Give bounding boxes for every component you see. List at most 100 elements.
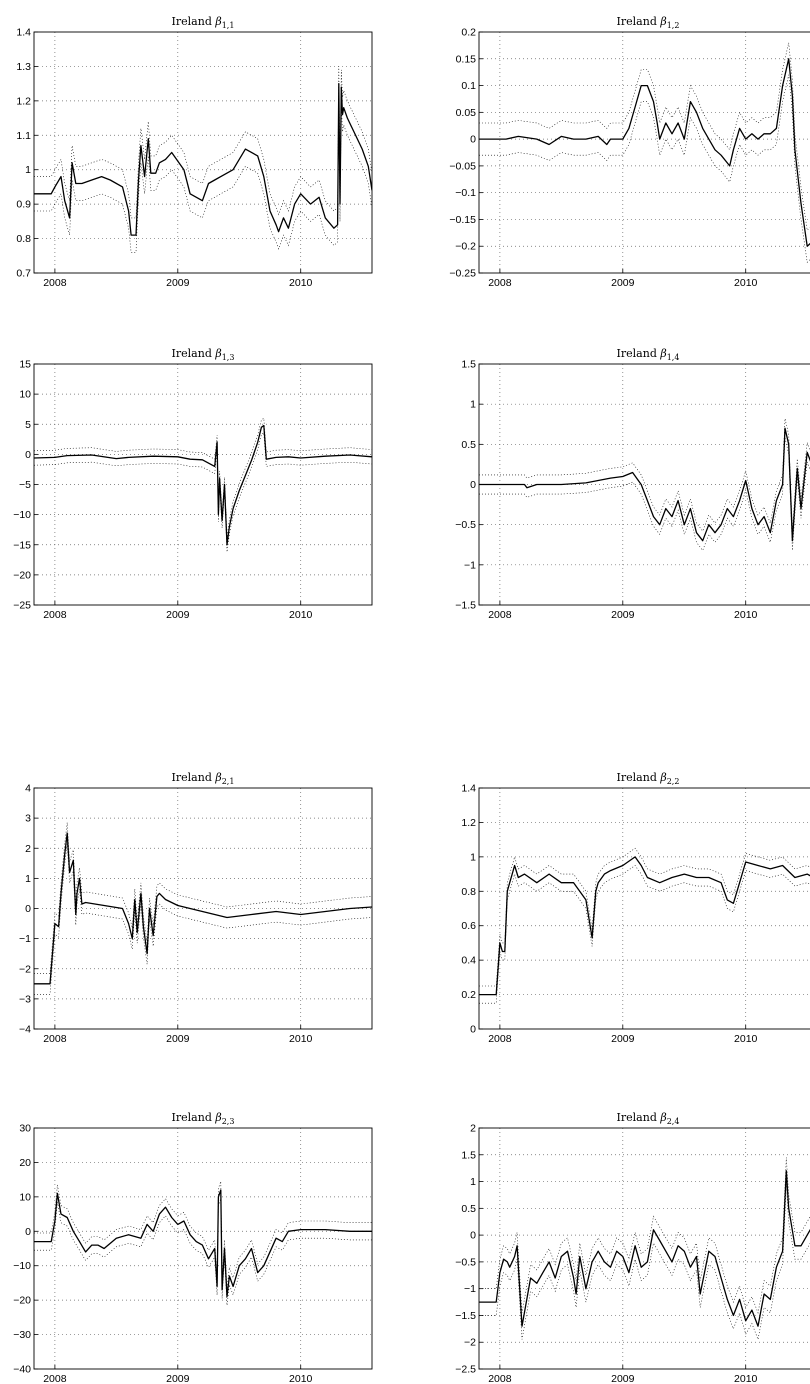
panel-title-text: Ireland xyxy=(172,347,216,360)
x-tick-label: 2008 xyxy=(488,1373,512,1384)
y-tick-label: 30 xyxy=(19,1123,31,1135)
y-tick-label: 0.8 xyxy=(461,886,476,898)
estimate-line xyxy=(479,427,810,542)
panel-beta-1-3: −25 −20 −15 −10 −5 0 5 10 15 2008 2009 2010 Ireland … xyxy=(13,347,373,621)
panel-title-subscript: 2,1 xyxy=(222,777,235,786)
x-tick-label: 2010 xyxy=(289,1033,313,1045)
y-tick-label: 2 xyxy=(25,843,31,855)
panel-beta-1-1: 0.7 0.8 0.9 1 1.1 1.2 1.3 1.4 2008 2009 2010 Irelan… xyxy=(16,15,373,289)
y-tick-label: −1 xyxy=(464,559,476,571)
y-tick-label: 0.2 xyxy=(461,989,476,1001)
y-tick-label: −30 xyxy=(13,1329,31,1341)
estimate-line xyxy=(34,1189,372,1298)
y-tick-label: 0.1 xyxy=(461,80,476,92)
y-tick-label: 0.2 xyxy=(461,27,476,39)
y-tick-label: 1 xyxy=(25,164,31,176)
y-tick-label: −25 xyxy=(13,600,31,612)
y-tick-label: 0 xyxy=(25,903,31,915)
y-tick-label: −0.2 xyxy=(455,241,476,253)
y-tick-label: −5 xyxy=(19,479,31,491)
x-tick-label: 2009 xyxy=(611,1033,635,1045)
panel-title: Ireland β1,4 xyxy=(617,347,680,362)
estimate-line xyxy=(479,856,810,996)
y-tick-label: −10 xyxy=(13,1260,31,1272)
x-tick-label: 2009 xyxy=(166,277,190,289)
upper-band-line xyxy=(34,417,372,538)
x-tick-label: 2008 xyxy=(43,1373,67,1384)
panel-title-subscript: 1,3 xyxy=(222,353,235,362)
y-tick-label: 0.05 xyxy=(456,107,477,119)
panel-title-text: Ireland xyxy=(617,15,661,28)
panel-title: Ireland β1,3 xyxy=(172,347,235,362)
y-tick-label: 1 xyxy=(470,851,476,863)
y-tick-label: 1.5 xyxy=(461,1149,476,1161)
y-tick-label: −0.5 xyxy=(455,519,476,531)
y-tick-label: 0.5 xyxy=(461,1203,476,1215)
panel-beta-2-3: −40 −30 −20 −10 0 10 20 30 2008 2009 2010 Ireland β… xyxy=(13,1111,373,1384)
panel-title-text: Ireland xyxy=(172,771,216,784)
x-tick-label: 2009 xyxy=(611,1373,635,1384)
series-group xyxy=(34,1181,372,1306)
estimate-line xyxy=(34,424,372,546)
panel-title-subscript: 1,1 xyxy=(222,21,235,30)
plot-frame xyxy=(33,1127,373,1370)
y-tick-label: −10 xyxy=(13,509,31,521)
y-tick-label: 1 xyxy=(470,1176,476,1188)
y-tick-label: −15 xyxy=(13,539,31,551)
plot-frame xyxy=(478,1127,810,1370)
lower-band-line xyxy=(34,1198,372,1306)
lower-band-line xyxy=(479,74,810,263)
x-tick-label: 2008 xyxy=(488,1033,512,1045)
panel-title-symbol: β xyxy=(214,771,221,784)
y-tick-label: 0.9 xyxy=(16,199,31,211)
y-tick-label: −3 xyxy=(19,993,31,1005)
x-tick-label: 2010 xyxy=(734,609,758,621)
lower-band-line xyxy=(479,1184,810,1341)
y-tick-label: 15 xyxy=(19,359,31,371)
y-tick-label: 1.4 xyxy=(16,27,31,39)
panel-title-text: Ireland xyxy=(617,771,661,784)
plot-frame xyxy=(33,363,373,606)
y-tick-label: 1.4 xyxy=(461,783,476,795)
upper-band-line xyxy=(479,418,810,532)
panel-title: Ireland β2,4 xyxy=(617,1111,680,1126)
series-group xyxy=(34,417,372,553)
panel-title-subscript: 1,2 xyxy=(667,21,680,30)
lower-band-line xyxy=(479,437,810,552)
panel-title: Ireland β2,3 xyxy=(172,1111,235,1126)
y-tick-label: 0 xyxy=(470,1230,476,1242)
panel-title-subscript: 2,4 xyxy=(667,1117,680,1126)
upper-band-line xyxy=(479,847,810,987)
panel-title-symbol: β xyxy=(214,15,221,28)
x-tick-label: 2009 xyxy=(611,609,635,621)
panel-beta-2-2: 0 0.2 0.4 0.6 0.8 1 1.2 1.4 2008 2009 2010 Ireland … xyxy=(461,771,810,1045)
x-tick-label: 2008 xyxy=(43,277,67,289)
y-tick-label: −0.25 xyxy=(449,268,476,280)
estimate-line xyxy=(479,58,810,247)
panel-title-text: Ireland xyxy=(617,1111,661,1124)
series-group xyxy=(479,1157,810,1341)
panel-title: Ireland β2,2 xyxy=(617,771,680,786)
x-tick-label: 2009 xyxy=(166,609,190,621)
y-tick-label: 0.15 xyxy=(456,53,477,65)
x-tick-label: 2009 xyxy=(166,1033,190,1045)
x-tick-label: 2009 xyxy=(611,277,635,289)
y-tick-label: 0.5 xyxy=(461,439,476,451)
y-tick-label: −0.15 xyxy=(449,214,476,226)
y-tick-label: 5 xyxy=(25,419,31,431)
y-tick-label: −40 xyxy=(13,1364,31,1376)
x-tick-label: 2010 xyxy=(734,1373,758,1384)
panel-title: Ireland β1,1 xyxy=(172,15,235,30)
y-tick-label: −20 xyxy=(13,569,31,581)
y-tick-label: −0.1 xyxy=(455,187,476,199)
y-tick-label: 0 xyxy=(470,479,476,491)
panel-title-subscript: 2,3 xyxy=(222,1117,235,1126)
y-tick-label: 0 xyxy=(25,1226,31,1238)
lower-band-line xyxy=(34,432,372,553)
x-tick-label: 2010 xyxy=(289,1373,313,1384)
y-tick-label: 10 xyxy=(19,1191,31,1203)
panel-beta-2-4: −2.5 −2 −1.5 −1 −0.5 0 0.5 1 1.5 2 2008 2009 2010 Ire… xyxy=(455,1111,810,1384)
upper-band-line xyxy=(34,1181,372,1289)
lower-band-line xyxy=(34,843,372,995)
